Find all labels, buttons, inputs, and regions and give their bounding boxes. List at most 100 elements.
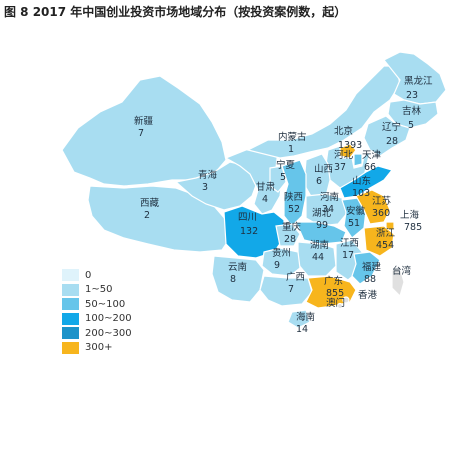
province-heilongjiang[interactable]: [383, 51, 447, 105]
province-value-hunan: 44: [312, 252, 324, 263]
province-value-shanxi: 6: [316, 176, 322, 187]
province-guizhou[interactable]: [261, 247, 301, 277]
province-name-shanxi: 山西: [314, 164, 333, 175]
province-xizang[interactable]: [87, 185, 231, 253]
province-value-hainan: 14: [296, 324, 308, 335]
province-name-zhejiang: 浙江: [376, 227, 396, 239]
province-value-gansu: 4: [262, 194, 268, 205]
province-name-heilongjiang: 黑龙江: [404, 75, 433, 87]
province-name-jilin: 吉林: [402, 105, 422, 117]
province-name-gansu: 甘肃: [256, 181, 275, 193]
province-name-shanghai: 上海: [400, 209, 420, 221]
province-name-shandong: 山东: [352, 175, 371, 187]
province-value-xizang: 2: [144, 210, 150, 221]
province-name-qinghai: 青海: [198, 169, 218, 181]
legend-swatch: [62, 341, 79, 354]
legend-item: 50~100: [62, 297, 132, 312]
province-value-shaanxi: 52: [288, 204, 300, 215]
legend-label: 50~100: [85, 298, 126, 310]
province-value-heilongjiang: 23: [406, 90, 418, 101]
province-name-xinjiang: 新疆: [134, 115, 154, 127]
province-name-jiangxi: 江西: [340, 238, 359, 249]
province-name-guangdong: 广东: [324, 275, 343, 287]
province-chongqing[interactable]: [275, 223, 301, 247]
legend-label: 200~300: [85, 327, 132, 339]
legend-item: 300+: [62, 341, 132, 356]
province-value-ningxia: 5: [280, 172, 286, 183]
province-name-xizang: 西藏: [140, 197, 160, 209]
province-qinghai[interactable]: [174, 161, 259, 211]
province-value-guangxi: 7: [288, 284, 294, 295]
legend-swatch: [62, 269, 79, 282]
legend-label: 100~200: [85, 313, 132, 325]
province-value-tianjin: 66: [364, 162, 376, 173]
legend-label: 1~50: [85, 284, 113, 296]
province-shaanxi[interactable]: [281, 159, 307, 227]
province-name-sichuan: 四川: [238, 212, 257, 223]
province-value-jiangsu: 360: [372, 208, 390, 219]
province-value-shanghai: 785: [404, 222, 422, 233]
province-name-guangxi: 广西: [286, 271, 305, 283]
province-value-guizhou: 9: [274, 260, 280, 271]
province-value-hubei: 99: [316, 220, 328, 231]
province-henan[interactable]: [305, 193, 349, 227]
province-jilin[interactable]: [387, 99, 439, 129]
province-taiwan[interactable]: [391, 267, 405, 298]
province-hubei[interactable]: [295, 221, 347, 245]
province-name-chongqing: 重庆: [282, 221, 302, 233]
province-value-beijing: 1393: [338, 140, 362, 151]
region-hongkong[interactable]: [342, 296, 350, 304]
province-liaoning[interactable]: [363, 115, 411, 157]
province-name-henan: 河南: [320, 191, 339, 203]
province-value-neimenggu: 1: [288, 144, 294, 155]
province-jiangsu[interactable]: [355, 189, 391, 225]
province-hainan[interactable]: [287, 309, 311, 329]
region-macao[interactable]: [336, 302, 344, 310]
legend-item: 200~300: [62, 326, 132, 341]
province-value-fujian: 88: [364, 274, 376, 285]
province-name-tianjin: 天津: [362, 150, 382, 161]
province-zhejiang[interactable]: [363, 225, 395, 257]
province-value-chongqing: 28: [284, 234, 296, 245]
legend-swatch: [62, 283, 79, 296]
province-value-hebei: 37: [334, 162, 346, 173]
province-shandong[interactable]: [339, 165, 394, 199]
legend-swatch: [62, 327, 79, 340]
province-fujian[interactable]: [351, 251, 381, 285]
province-value-henan: 34: [322, 204, 334, 215]
map-legend: 0 1~50 50~100 100~200 200~300 300+: [62, 268, 132, 355]
province-name-jiangsu: 江苏: [372, 195, 392, 207]
province-value-jiangxi: 17: [342, 250, 354, 261]
province-value-shandong: 103: [352, 188, 370, 199]
province-name-yunnan: 云南: [228, 261, 247, 273]
province-name-hunan: 湖南: [310, 239, 329, 251]
province-name-liaoning: 辽宁: [382, 121, 401, 133]
province-guangxi[interactable]: [259, 275, 313, 307]
legend-label: 0: [85, 269, 92, 281]
legend-item: 100~200: [62, 312, 132, 327]
province-value-zhejiang: 454: [376, 240, 394, 251]
province-yunnan[interactable]: [211, 255, 265, 303]
province-value-sichuan: 132: [240, 226, 258, 237]
legend-swatch: [62, 298, 79, 311]
province-name-ningxia: 宁夏: [276, 159, 296, 171]
province-value-yunnan: 8: [230, 274, 236, 285]
province-value-anhui: 51: [348, 218, 360, 229]
province-ningxia[interactable]: [269, 165, 287, 193]
province-value-xinjiang: 7: [138, 128, 144, 139]
province-name-taiwan: 台湾: [392, 265, 412, 277]
province-value-liaoning: 28: [386, 136, 398, 147]
province-name-hebei: 河北: [334, 149, 354, 161]
province-name-macao: 澳门: [326, 297, 345, 309]
legend-item: 0: [62, 268, 132, 283]
legend-label: 300+: [85, 342, 113, 354]
province-xinjiang[interactable]: [61, 75, 227, 187]
province-value-jilin: 5: [408, 120, 414, 131]
province-tianjin[interactable]: [353, 153, 363, 167]
province-name-fujian: 福建: [362, 261, 382, 273]
legend-swatch: [62, 312, 79, 325]
province-name-beijing: 北京: [334, 125, 353, 137]
province-name-anhui: 安徽: [346, 205, 366, 217]
province-name-hubei: 湖北: [312, 208, 332, 219]
